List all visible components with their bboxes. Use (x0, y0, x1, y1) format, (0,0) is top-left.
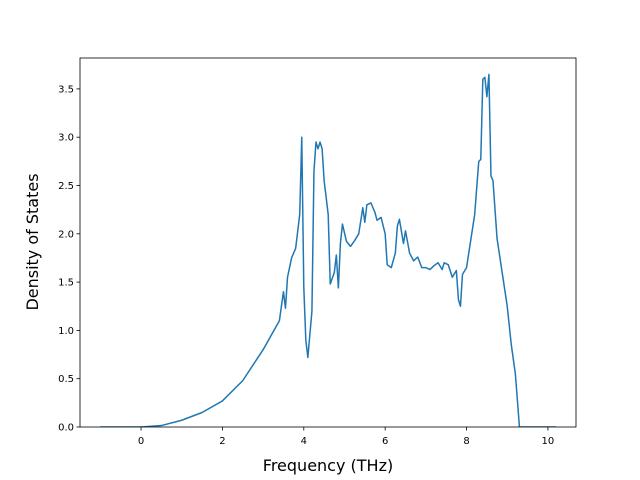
plot-frame (79, 57, 577, 428)
x-tick-label: 2 (219, 436, 225, 447)
series-line (100, 73, 557, 427)
y-tick-label: 2.0 (58, 229, 74, 240)
y-tick-label: 1.5 (58, 278, 74, 289)
y-tick-label: 3.0 (58, 133, 74, 144)
x-tick-label: 10 (542, 436, 555, 447)
y-tick-label: 1.0 (58, 326, 74, 337)
y-tick-label: 0.5 (58, 374, 74, 385)
x-tick-label: 8 (463, 436, 469, 447)
y-tick-label: 0.0 (58, 423, 74, 434)
x-axis-label: Frequency (THz) (263, 456, 393, 475)
y-tick-label: 2.5 (58, 181, 74, 192)
x-tick-label: 0 (138, 436, 144, 447)
y-axis-label: Density of States (23, 173, 42, 310)
y-tick-label: 3.5 (58, 84, 74, 95)
x-tick-label: 6 (382, 436, 388, 447)
x-tick-label: 4 (301, 436, 307, 447)
